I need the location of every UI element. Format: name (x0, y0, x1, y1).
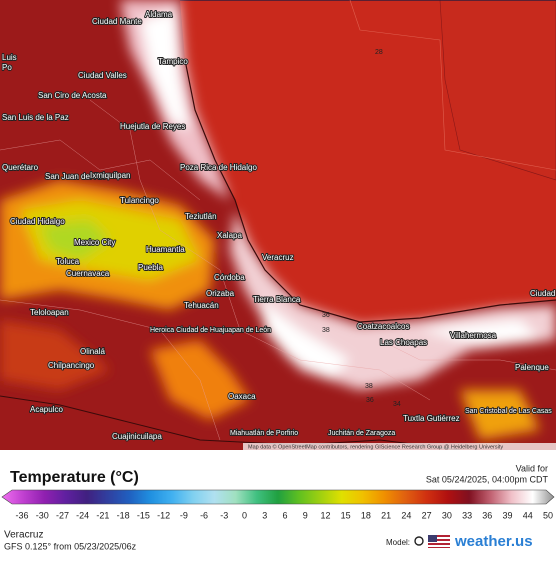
colorbar-tick-label: 27 (422, 510, 432, 520)
city-label: Teziutlán (185, 212, 217, 221)
city-label: Cuernavaca (66, 269, 110, 278)
city-label: Po (2, 63, 12, 72)
footer: Veracruz GFS 0.125° from 05/23/2025/06z … (4, 530, 533, 552)
colorbar-tick-label: -12 (157, 510, 170, 520)
model-run: GFS 0.125° from 05/23/2025/06z (4, 541, 137, 551)
city-label: Las Choapas (380, 338, 427, 347)
city-label: Orizaba (206, 289, 235, 298)
city-label: Tuxtla Gutiérrez (403, 414, 460, 423)
colorbar-tick-label: -27 (56, 510, 69, 520)
contour-label: 28 (375, 49, 383, 56)
city-label: Acapulco (30, 405, 63, 414)
city-label: Puebla (138, 263, 163, 272)
contour-labels: 28 36 38 38 36 34 (322, 49, 401, 408)
city-label: Poza Rica de Hidalgo (180, 163, 257, 172)
colorbar-tick-label: -36 (15, 510, 28, 520)
city-label: Tampico (158, 57, 188, 66)
valid-time: Sat 05/24/2025, 04:00pm CDT (426, 474, 549, 484)
contour-label: 34 (393, 401, 401, 408)
city-label: Tierra Blanca (253, 295, 301, 304)
city-label: Ixmiquilpan (90, 171, 130, 180)
colorbar-tick-label: 6 (282, 510, 287, 520)
colorbar-tick-label: 18 (361, 510, 371, 520)
colorbar-tick-label: 39 (503, 510, 513, 520)
city-label: Miahuatlán de Porfirio (230, 430, 298, 437)
colorbar-tick-label: -9 (180, 510, 188, 520)
legend: Temperature (°C) Valid for Sat 05/24/202… (1, 463, 555, 520)
city-label: Coatzacoalcos (357, 322, 409, 331)
colorbar-tick-label: -3 (220, 510, 228, 520)
valid-label: Valid for (516, 463, 548, 473)
colorbar-tick-label: 21 (381, 510, 391, 520)
city-label: Villahermosa (450, 331, 497, 340)
city-label: Olinalá (80, 347, 105, 356)
city-label: Ciudad del Carm (530, 289, 556, 298)
location: Veracruz (4, 530, 43, 541)
city-labels: Ciudad Mante Aldama Tampico Luis Po San … (1, 9, 556, 442)
city-label: Ciudad Hidalgo (10, 217, 65, 226)
colorbar-tick-label: 30 (442, 510, 452, 520)
colorbar-tick-label: 33 (462, 510, 472, 520)
city-label: Toluca (56, 257, 80, 266)
city-label: Ciudad Valles (78, 71, 127, 80)
legend-title: Temperature (°C) (10, 469, 139, 486)
city-label: Mexico City (74, 238, 115, 247)
colorbar-tick-label: -15 (137, 510, 150, 520)
city-label: Veracruz (262, 253, 294, 262)
model-label: Model: (386, 538, 410, 547)
city-label: Tulancingo (120, 196, 159, 205)
colorbar-tick-label: 15 (341, 510, 351, 520)
colorbar-tick-label: -30 (36, 510, 49, 520)
colorbar-tick-label: 36 (482, 510, 492, 520)
colorbar-tick-label: 50 (543, 510, 553, 520)
contour-label: 38 (365, 383, 373, 390)
city-label: San Luis de la Paz (2, 113, 69, 122)
city-label: Juchitán de Zaragoza (328, 430, 395, 437)
city-label: San Juan del Río (45, 172, 107, 181)
city-label: San Ciro de Acosta (38, 91, 107, 100)
city-label: Tehuacán (184, 301, 219, 310)
search-icon (414, 536, 424, 546)
colorbar-tick-label: 3 (262, 510, 267, 520)
city-label: Heroica Ciudad de Huajuapan de León (150, 327, 271, 334)
colorbar-tick-label: -18 (117, 510, 130, 520)
city-label: Oaxaca (228, 392, 256, 401)
city-label: Palenque (515, 363, 549, 372)
city-label: Huejutla de Reyes (120, 122, 185, 131)
color-bar (1, 489, 555, 505)
city-label: Chilpancingo (48, 361, 95, 370)
city-label: Huamantla (146, 245, 185, 254)
colorbar-tick-label: 44 (523, 510, 533, 520)
city-label: Luis (2, 53, 17, 62)
colorbar-tick-label: 0 (242, 510, 247, 520)
city-label: Córdoba (214, 273, 245, 282)
city-label: San Cristobal de Las Casas (465, 408, 552, 415)
colorbar-tick-label: 9 (303, 510, 308, 520)
contour-label: 36 (366, 397, 374, 404)
contour-label: 38 (322, 327, 330, 334)
city-label: Aldama (145, 10, 173, 19)
city-label: Querétaro (2, 163, 39, 172)
state-borders (0, 99, 556, 441)
brand: weather.us (454, 533, 533, 550)
colorbar-tick-label: -21 (96, 510, 109, 520)
city-label: Xalapa (217, 231, 242, 240)
contour-label: 36 (322, 312, 330, 319)
map: 28 36 38 38 36 34 Ciudad Mante Aldama Ta… (0, 0, 556, 450)
colorbar-tick-label: -24 (76, 510, 89, 520)
attribution: Map data © OpenStreetMap contributors, r… (248, 443, 503, 450)
city-label: Ciudad Mante (92, 17, 142, 26)
city-label: Cuajinicuilapa (112, 432, 162, 441)
colorbar-tick-label: -6 (200, 510, 208, 520)
city-label: Teloloapan (30, 308, 69, 317)
colorbar-tick-label: 12 (320, 510, 330, 520)
colorbar-tick-label: 24 (401, 510, 411, 520)
